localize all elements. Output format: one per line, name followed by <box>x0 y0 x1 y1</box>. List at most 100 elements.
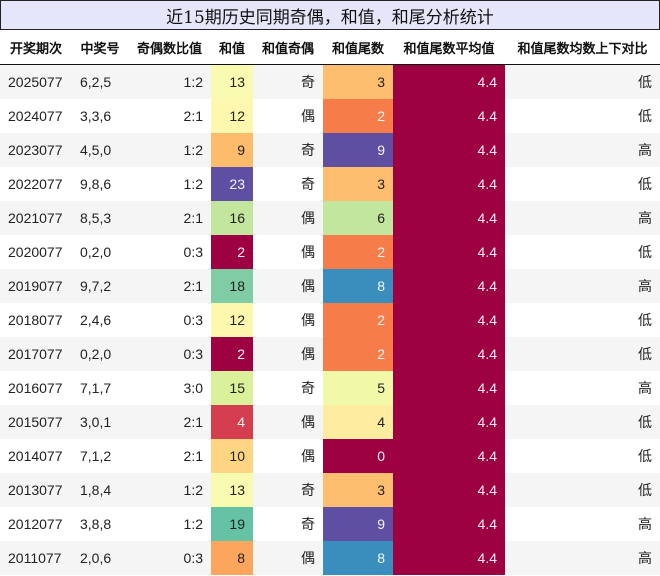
numbers-cell: 1,8,4 <box>80 481 112 498</box>
sum-cell: 8 <box>211 540 253 575</box>
numbers-cell: 3,3,6 <box>80 107 112 124</box>
period-cell: 2013077 <box>8 481 63 498</box>
tail-cell: 3 <box>323 166 393 201</box>
numbers-cell: 7,1,7 <box>80 379 112 396</box>
header-row: 开奖期次 中奖号 奇偶数比值 和值 和值奇偶 和值尾数 和值尾数平均值 和值尾数… <box>0 30 660 65</box>
table-row: 2025077 6,2,5 1:2 13 奇 3 4.4 低 <box>0 64 660 99</box>
table-row: 2017077 0,2,0 0:3 2 偶 2 4.4 低 <box>0 336 660 371</box>
tail-average-cell: 4.4 <box>393 302 505 337</box>
parity-cell: 奇 <box>301 176 315 193</box>
tail-cell: 2 <box>323 302 393 337</box>
parity-cell: 偶 <box>301 312 315 329</box>
period-cell: 2015077 <box>8 413 63 430</box>
header-odd-even-ratio: 奇偶数比值 <box>128 30 211 65</box>
table-row: 2016077 7,1,7 3:0 15 奇 5 4.4 高 <box>0 370 660 405</box>
tail-cell: 2 <box>323 336 393 371</box>
compare-cell: 低 <box>638 176 652 193</box>
parity-cell: 偶 <box>301 550 315 567</box>
parity-cell: 偶 <box>301 448 315 465</box>
numbers-cell: 2,0,6 <box>80 549 112 566</box>
tail-average-cell: 4.4 <box>393 370 505 405</box>
numbers-cell: 9,8,6 <box>80 175 112 192</box>
tail-cell: 9 <box>323 132 393 167</box>
ratio-cell: 2:1 <box>183 107 203 124</box>
ratio-cell: 0:3 <box>183 243 203 260</box>
compare-cell: 高 <box>638 380 652 397</box>
period-cell: 2017077 <box>8 345 63 362</box>
parity-cell: 偶 <box>301 210 315 227</box>
ratio-cell: 3:0 <box>183 379 203 396</box>
compare-cell: 高 <box>638 550 652 567</box>
header-sum-parity: 和值奇偶 <box>253 30 323 65</box>
sum-cell: 13 <box>211 472 253 507</box>
tail-average-cell: 4.4 <box>393 98 505 133</box>
tail-average-cell: 4.4 <box>393 472 505 507</box>
parity-cell: 偶 <box>301 346 315 363</box>
sum-cell: 12 <box>211 98 253 133</box>
period-cell: 2020077 <box>8 243 63 260</box>
ratio-cell: 2:1 <box>183 277 203 294</box>
table-row: 2020077 0,2,0 0:3 2 偶 2 4.4 低 <box>0 234 660 269</box>
tail-cell: 9 <box>323 506 393 541</box>
sum-cell: 18 <box>211 268 253 303</box>
compare-cell: 高 <box>638 278 652 295</box>
ratio-cell: 1:2 <box>183 515 203 532</box>
period-cell: 2016077 <box>8 379 63 396</box>
tail-cell: 2 <box>323 98 393 133</box>
table-row: 2015077 3,0,1 2:1 4 偶 4 4.4 低 <box>0 404 660 439</box>
table-row: 2018077 2,4,6 0:3 12 偶 2 4.4 低 <box>0 302 660 337</box>
sum-cell: 15 <box>211 370 253 405</box>
table-row: 2022077 9,8,6 1:2 23 奇 3 4.4 低 <box>0 166 660 201</box>
tail-average-cell: 4.4 <box>393 64 505 99</box>
tail-average-cell: 4.4 <box>393 268 505 303</box>
compare-cell: 低 <box>638 482 652 499</box>
header-sum: 和值 <box>211 30 253 65</box>
parity-cell: 偶 <box>301 278 315 295</box>
parity-cell: 奇 <box>301 482 315 499</box>
compare-cell: 高 <box>638 142 652 159</box>
compare-cell: 低 <box>638 414 652 431</box>
table-row: 2021077 8,5,3 2:1 16 偶 6 4.4 高 <box>0 200 660 235</box>
header-period: 开奖期次 <box>0 30 72 65</box>
compare-cell: 低 <box>638 448 652 465</box>
compare-cell: 低 <box>638 346 652 363</box>
table-row: 2019077 9,7,2 2:1 18 偶 8 4.4 高 <box>0 268 660 303</box>
numbers-cell: 3,8,8 <box>80 515 112 532</box>
period-cell: 2019077 <box>8 277 63 294</box>
period-cell: 2014077 <box>8 447 63 464</box>
parity-cell: 偶 <box>301 414 315 431</box>
ratio-cell: 1:2 <box>183 481 203 498</box>
period-cell: 2022077 <box>8 175 63 192</box>
period-cell: 2011077 <box>8 549 62 566</box>
table-row: 2014077 7,1,2 2:1 10 偶 0 4.4 低 <box>0 438 660 473</box>
parity-cell: 奇 <box>301 142 315 159</box>
table-title: 近15期历史同期奇偶，和值，和尾分析统计 <box>0 0 660 30</box>
table-body: 2025077 6,2,5 1:2 13 奇 3 4.4 低 2024077 3,3,6 2:1 12… <box>0 64 660 575</box>
parity-cell: 奇 <box>301 380 315 397</box>
numbers-cell: 6,2,5 <box>80 73 112 90</box>
compare-cell: 低 <box>638 108 652 125</box>
tail-cell: 6 <box>323 200 393 235</box>
sum-cell: 23 <box>211 166 253 201</box>
tail-cell: 2 <box>323 234 393 269</box>
tail-average-cell: 4.4 <box>393 336 505 371</box>
ratio-cell: 2:1 <box>183 413 203 430</box>
tail-average-cell: 4.4 <box>393 132 505 167</box>
numbers-cell: 3,0,1 <box>80 413 112 430</box>
table-row: 2023077 4,5,0 1:2 9 奇 9 4.4 高 <box>0 132 660 167</box>
table-row: 2024077 3,3,6 2:1 12 偶 2 4.4 低 <box>0 98 660 133</box>
ratio-cell: 0:3 <box>183 549 203 566</box>
parity-cell: 偶 <box>301 244 315 261</box>
tail-cell: 3 <box>323 64 393 99</box>
tail-average-cell: 4.4 <box>393 200 505 235</box>
tail-average-cell: 4.4 <box>393 438 505 473</box>
period-cell: 2021077 <box>8 209 63 226</box>
period-cell: 2023077 <box>8 141 63 158</box>
sum-cell: 16 <box>211 200 253 235</box>
ratio-cell: 0:3 <box>183 345 203 362</box>
sum-cell: 2 <box>211 336 253 371</box>
parity-cell: 奇 <box>301 74 315 91</box>
compare-cell: 高 <box>638 516 652 533</box>
tail-cell: 4 <box>323 404 393 439</box>
compare-cell: 低 <box>638 244 652 261</box>
